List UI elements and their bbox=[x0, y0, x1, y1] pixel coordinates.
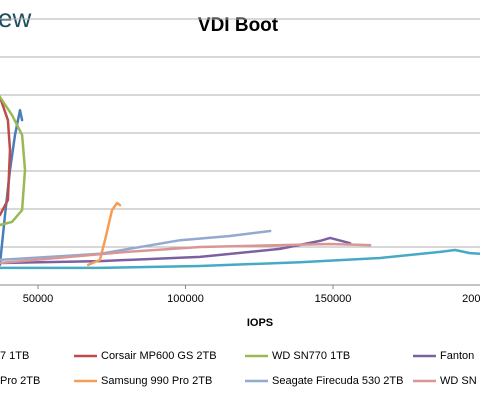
series-line bbox=[0, 242, 372, 265]
x-tick-label: 150000 bbox=[315, 293, 352, 305]
series-line bbox=[0, 248, 480, 270]
series-line bbox=[86, 201, 122, 267]
logo-text: ew bbox=[0, 3, 31, 33]
legend-label: Corsair MP600 GS 2TB bbox=[101, 350, 217, 362]
x-axis-title: IOPS bbox=[247, 317, 273, 329]
legend-label: 7 1TB bbox=[0, 350, 29, 362]
x-tick-label: 100000 bbox=[167, 293, 204, 305]
legend-label: WD SN bbox=[440, 375, 477, 387]
x-tick-label: 200000 bbox=[462, 293, 480, 305]
legend-label: Seagate Firecuda 530 2TB bbox=[272, 375, 403, 387]
series-line bbox=[0, 95, 27, 227]
series-line bbox=[0, 229, 272, 262]
x-tick-label: 50000 bbox=[23, 293, 54, 305]
legend-label: Fanton bbox=[440, 350, 474, 362]
legend-label: Pro 2TB bbox=[0, 375, 40, 387]
legend-label: Samsung 990 Pro 2TB bbox=[101, 375, 212, 387]
series-line bbox=[0, 95, 12, 217]
chart-title: VDI Boot bbox=[198, 15, 279, 36]
legend-label: WD SN770 1TB bbox=[272, 350, 350, 362]
